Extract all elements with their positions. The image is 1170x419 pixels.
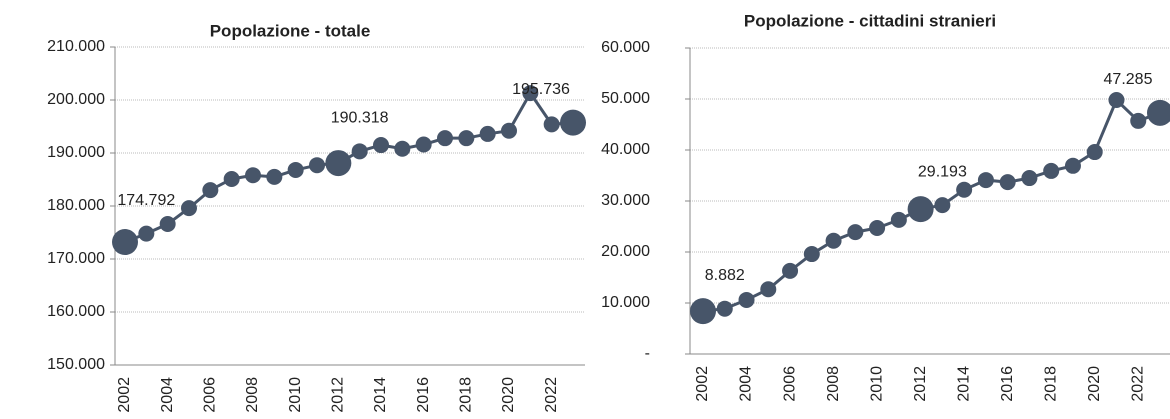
x-tick-label: 2002 [116,377,133,413]
x-tick-label: 2008 [244,377,261,413]
x-tick-label: 2016 [415,377,432,413]
data-point [245,167,261,184]
data-point [869,220,886,237]
data-point [1147,99,1170,126]
x-tick-label: 2012 [912,366,929,402]
x-tick-label: 2010 [868,366,885,402]
data-label: 195.736 [512,81,570,98]
data-point [690,298,716,325]
data-point [738,291,755,308]
data-point [977,172,994,189]
data-point [825,232,842,249]
data-point [560,109,586,136]
data-point [543,116,560,133]
x-tick-label: 2020 [1086,366,1103,402]
y-tick-label: 20.000 [601,243,650,260]
data-point [956,181,973,198]
y-tick-label: 160.000 [47,303,105,320]
y-tick-label: - [645,345,650,362]
data-point [287,161,304,178]
data-point [501,122,517,139]
x-tick-label: 2006 [781,366,798,402]
y-tick-label: 170.000 [47,250,105,267]
y-tick-label: 210.000 [47,38,105,55]
x-tick-label: 2006 [202,377,219,413]
x-tick-label: 2004 [159,377,176,413]
data-label: 29.193 [918,163,967,180]
y-tick-label: 200.000 [47,91,105,108]
data-point [373,137,389,154]
x-tick-label: 2016 [999,366,1016,402]
y-tick-label: 10.000 [601,294,650,311]
y-tick-label: 150.000 [47,356,105,373]
data-point [138,225,155,242]
data-point [415,136,432,153]
data-label: 47.285 [1104,71,1153,88]
data-point [266,168,283,185]
data-point [782,262,799,279]
data-label: 190.318 [331,110,389,127]
y-tick-label: 40.000 [601,141,650,158]
chart-title: Popolazione - cittadini stranieri [744,11,996,30]
y-tick-label: 30.000 [601,192,650,209]
data-point [479,125,496,142]
data-point [458,130,475,147]
x-tick-label: 2010 [287,377,304,413]
data-point [890,211,907,228]
data-point [1021,170,1038,187]
y-tick-label: 190.000 [47,144,105,161]
chart-title: Popolazione - totale [210,21,371,40]
data-point [309,157,325,174]
x-tick-label: 2004 [738,366,755,402]
x-tick-label: 2022 [1129,366,1146,402]
x-tick-label: 2014 [372,377,389,413]
data-point [112,229,138,256]
data-point [394,140,411,157]
data-point [437,130,453,147]
data-point [1130,112,1147,129]
data-point [351,143,368,160]
data-point [934,197,951,214]
x-tick-label: 2002 [694,366,711,402]
x-tick-label: 2020 [500,377,517,413]
data-label: 174.792 [117,192,175,209]
data-point [522,85,539,102]
y-tick-label: 180.000 [47,197,105,214]
data-point [1108,92,1125,109]
data-point [1086,144,1103,161]
data-point [803,246,820,263]
x-tick-label: 2018 [458,377,475,413]
x-tick-label: 2014 [955,366,972,402]
x-tick-label: 2018 [1042,366,1059,402]
data-point [202,182,219,199]
x-tick-label: 2012 [330,377,347,413]
data-point [760,281,777,298]
x-tick-label: 2008 [825,366,842,402]
data-point [999,174,1016,191]
data-point [907,196,934,223]
data-point [1043,162,1060,179]
x-tick-label: 2022 [543,377,560,413]
data-point [716,300,733,317]
y-tick-label: 50.000 [601,90,650,107]
data-point [1064,157,1081,174]
data-label: 8.882 [705,267,745,284]
y-tick-label: 60.000 [601,39,650,56]
data-point [325,150,352,177]
data-point [159,216,176,233]
data-point [223,170,240,187]
data-point [847,224,864,241]
data-point [181,200,197,217]
